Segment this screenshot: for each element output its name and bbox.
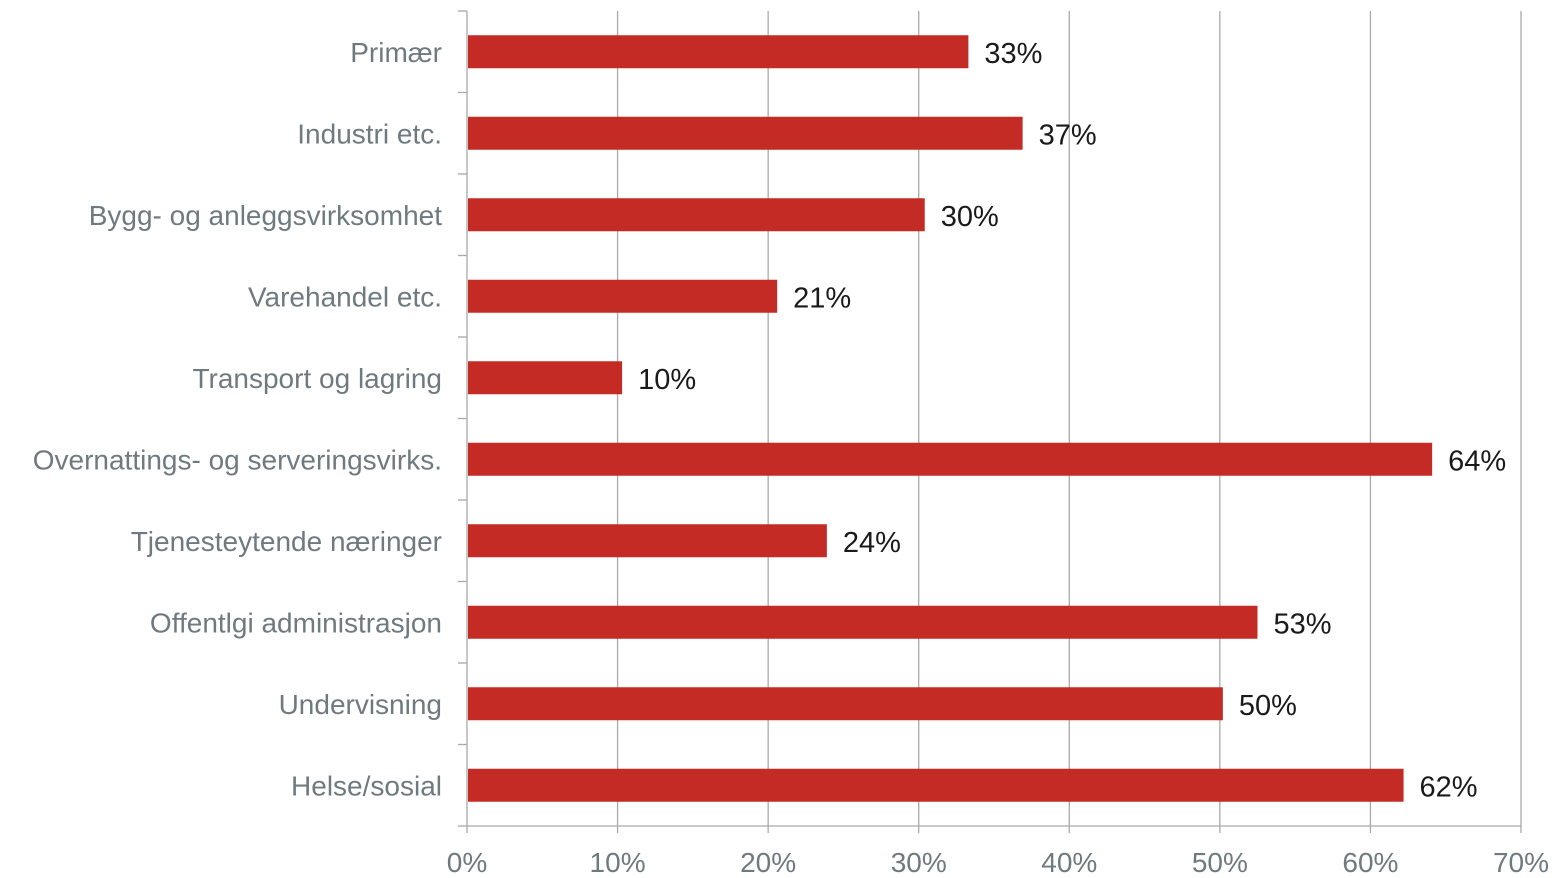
data-label: 62% bbox=[1420, 771, 1478, 803]
bar bbox=[468, 35, 969, 69]
bar bbox=[468, 361, 623, 395]
bar bbox=[468, 279, 778, 313]
labels: 0% 10% 20% 30% 40% 50% 60% 70% Primær 33% Industri… bbox=[33, 37, 1549, 878]
data-label: 10% bbox=[638, 364, 696, 396]
category-label: Undervisning bbox=[279, 689, 442, 720]
category-label: Bygg- og anleggsvirksomhet bbox=[89, 200, 443, 231]
bar bbox=[468, 768, 1404, 802]
x-tick-label: 10% bbox=[590, 847, 646, 878]
x-tick-label: 50% bbox=[1192, 847, 1248, 878]
category-label: Tjenesteytende næringer bbox=[131, 526, 442, 557]
data-label: 24% bbox=[843, 527, 901, 559]
x-tick-label: 70% bbox=[1493, 847, 1549, 878]
category-label: Varehandel etc. bbox=[248, 281, 442, 312]
category-label: Transport og lagring bbox=[192, 363, 442, 394]
data-label: 50% bbox=[1239, 690, 1297, 722]
bar bbox=[468, 198, 925, 232]
x-tick-label: 0% bbox=[447, 847, 487, 878]
data-label: 21% bbox=[793, 282, 851, 314]
y-axis bbox=[458, 10, 1522, 833]
bar bbox=[468, 605, 1258, 639]
bar bbox=[468, 687, 1223, 721]
data-label: 53% bbox=[1274, 608, 1332, 640]
bar bbox=[468, 524, 827, 558]
bars bbox=[468, 35, 1433, 802]
bar bbox=[468, 116, 1023, 150]
x-tick-label: 20% bbox=[740, 847, 796, 878]
x-tick-label: 60% bbox=[1342, 847, 1398, 878]
data-label: 64% bbox=[1448, 445, 1506, 477]
x-tick-label: 30% bbox=[891, 847, 947, 878]
data-label: 37% bbox=[1039, 119, 1097, 151]
x-tick-label: 40% bbox=[1041, 847, 1097, 878]
category-label: Industri etc. bbox=[297, 118, 442, 149]
category-label: Helse/sosial bbox=[291, 770, 442, 801]
data-label: 30% bbox=[941, 201, 999, 233]
data-label: 33% bbox=[984, 38, 1042, 70]
category-label: Offentlgi administrasjon bbox=[150, 607, 442, 638]
category-label: Overnattings- og serveringsvirks. bbox=[33, 444, 442, 475]
category-label: Primær bbox=[350, 37, 442, 68]
bar bbox=[468, 442, 1433, 476]
